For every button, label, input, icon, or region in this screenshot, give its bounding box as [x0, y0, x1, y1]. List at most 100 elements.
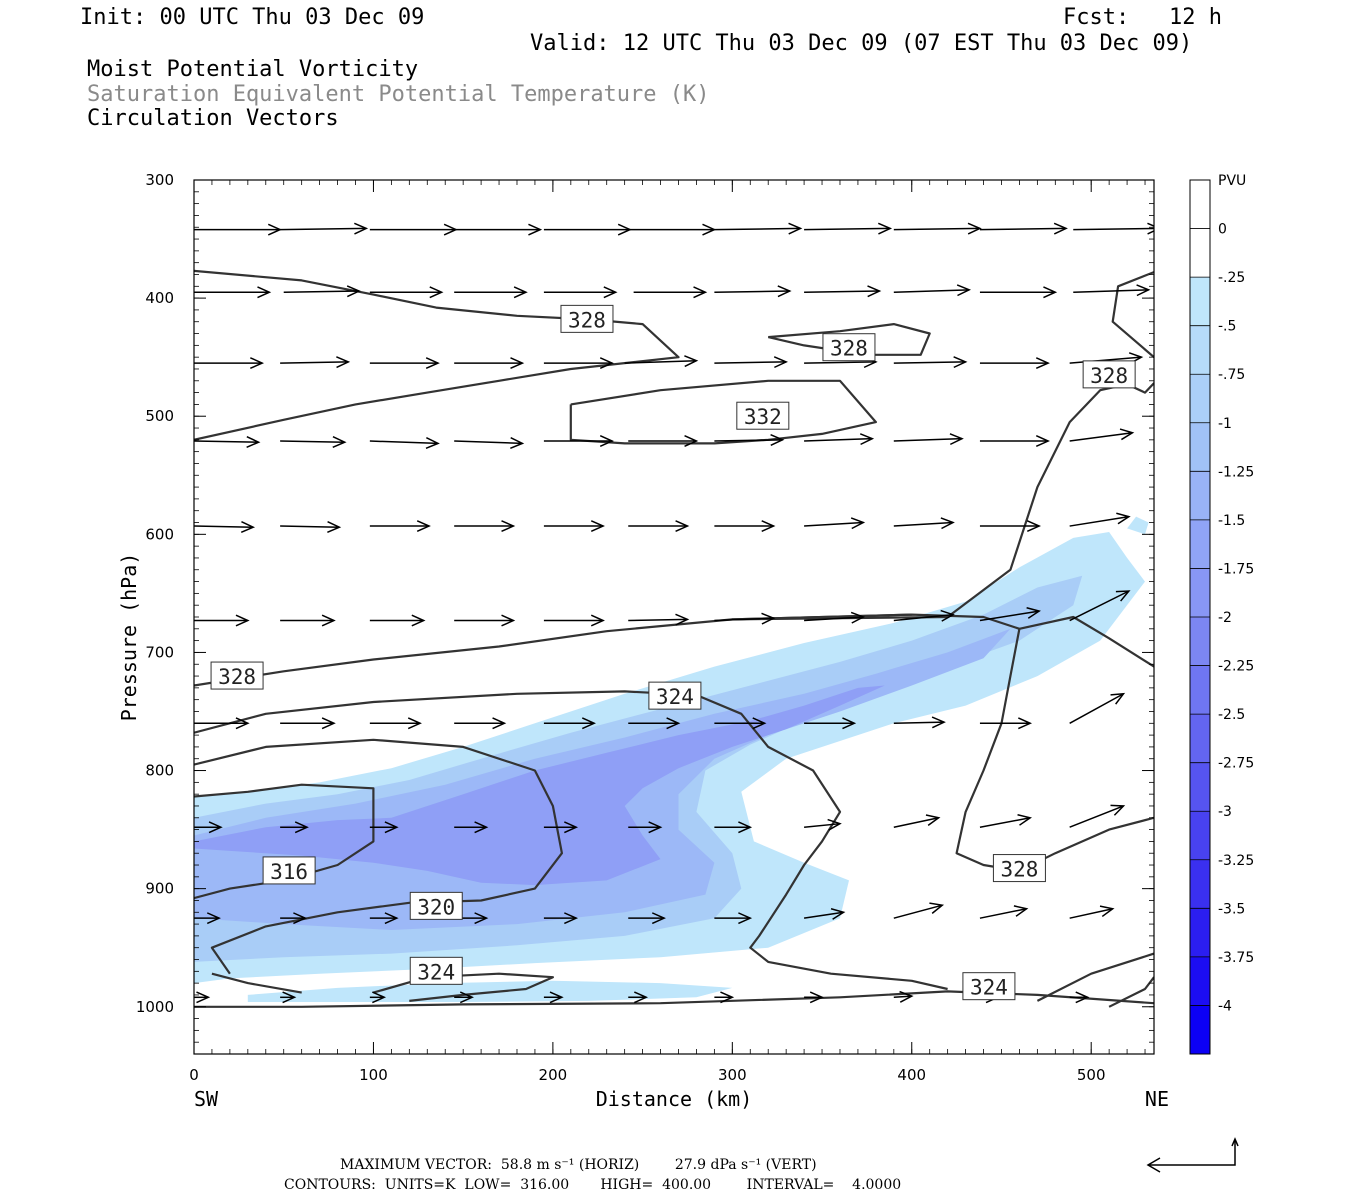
vector-head [407, 717, 422, 730]
circulation-vector [280, 436, 347, 448]
colorbar-label: -4 [1218, 998, 1232, 1014]
circulation-vector [454, 436, 525, 449]
colorbar-label: -.25 [1218, 270, 1245, 286]
circulation-vector [454, 520, 516, 533]
contour-label-box [210, 661, 264, 690]
circulation-vector [893, 356, 968, 369]
vector-shaft [804, 437, 873, 442]
contour-label-text: 328 [1000, 858, 1038, 882]
circulation-vector [194, 821, 223, 834]
circulation-vector [628, 912, 666, 925]
circulation-vector [714, 612, 776, 625]
theta-es-contour-328 [194, 269, 680, 441]
colorbar-label: -1.75 [1218, 561, 1254, 577]
circulation-vector [280, 821, 309, 834]
contour-label: 328 [560, 304, 614, 333]
circulation-vector [714, 520, 776, 533]
y-axis-title: Pressure (hPa) [117, 553, 141, 722]
theta-es-contour-320 [211, 972, 302, 994]
circulation-vectors [194, 222, 1154, 1004]
circulation-vector [543, 717, 596, 730]
circulation-vector [454, 991, 474, 1004]
theta-es-contour-320 [194, 738, 564, 975]
circulation-vector [543, 520, 605, 533]
vector-shaft [803, 911, 844, 919]
vector-head [208, 821, 223, 834]
vector-head [372, 991, 387, 1004]
vector-head [250, 357, 265, 370]
vector-shaft [1069, 805, 1124, 828]
colorbar-swatch [1190, 519, 1210, 569]
y-tick-label: 300 [145, 171, 174, 189]
contour-label-box [262, 856, 316, 885]
circulation-vector [979, 286, 1058, 299]
field-title-mpv: Moist Potential Vorticity [87, 57, 419, 82]
vector-head [384, 821, 399, 834]
vector-shaft [804, 616, 864, 622]
vector-head [411, 614, 426, 627]
vector-shaft [714, 227, 801, 231]
circulation-vector [280, 614, 336, 627]
vector-head [651, 912, 666, 925]
vector-head [590, 520, 605, 533]
vector-head [425, 357, 440, 370]
colorbar-label: -3 [1218, 804, 1232, 820]
circulation-vector [454, 223, 543, 236]
circulation-vector [543, 357, 614, 370]
vector-shaft [893, 227, 980, 231]
vector-head [196, 991, 211, 1004]
circulation-vector [979, 222, 1068, 235]
circulation-vector [804, 222, 893, 235]
circulation-vector [1069, 991, 1090, 1004]
circulation-vector [543, 991, 564, 1004]
vector-head [235, 717, 250, 730]
theta-es-contour-332 [569, 379, 878, 445]
vector-head [738, 912, 753, 925]
vector-shaft [893, 437, 963, 442]
theta-es-contour-324 [194, 990, 1154, 1008]
vector-head [528, 223, 543, 236]
field-title-vectors: Circulation Vectors [87, 106, 339, 131]
theta-es-contour-328 [767, 323, 931, 356]
x-axis-left-end: SW [194, 1087, 219, 1111]
vector-head [501, 520, 516, 533]
colorbar-label: -1 [1218, 416, 1232, 432]
colorbar-swatch [1190, 908, 1210, 958]
circulation-vector [194, 223, 282, 236]
forecast-hour: Fcst: 12 h [1063, 5, 1222, 30]
vector-shaft [804, 822, 841, 828]
vector-head [1136, 284, 1151, 297]
vector-shaft [893, 361, 966, 364]
circulation-vector [194, 614, 250, 627]
vector-head [967, 222, 982, 235]
vector-head [293, 912, 308, 925]
vector-shaft [979, 227, 1067, 231]
circulation-vector [624, 355, 699, 368]
vector-shaft [979, 907, 1027, 919]
vector-head [1053, 222, 1068, 235]
circulation-vector [369, 821, 399, 834]
vector-head [684, 435, 699, 448]
vector-shaft [893, 817, 939, 828]
colorbar-label: -2 [1218, 610, 1232, 626]
vector-head [1018, 717, 1033, 730]
circulation-vector [803, 908, 846, 920]
circulation-vector [804, 611, 866, 624]
circulation-vector [280, 356, 351, 369]
vector-head [809, 991, 824, 1004]
vector-head [827, 818, 842, 831]
circulation-vector [194, 286, 272, 299]
circulation-vector [1073, 222, 1154, 235]
vector-head [1116, 512, 1131, 525]
x-tick-label: 500 [1077, 1066, 1106, 1084]
vector-shaft [714, 290, 790, 293]
vector-head [603, 286, 618, 299]
vector-head [459, 991, 474, 1004]
contour-label-box [560, 304, 614, 333]
vector-head [877, 222, 893, 235]
vector-head [1110, 692, 1126, 705]
circulation-vector [194, 521, 256, 533]
vector-head [384, 912, 399, 925]
vector-head [752, 717, 767, 730]
contour-label-box [736, 401, 790, 430]
